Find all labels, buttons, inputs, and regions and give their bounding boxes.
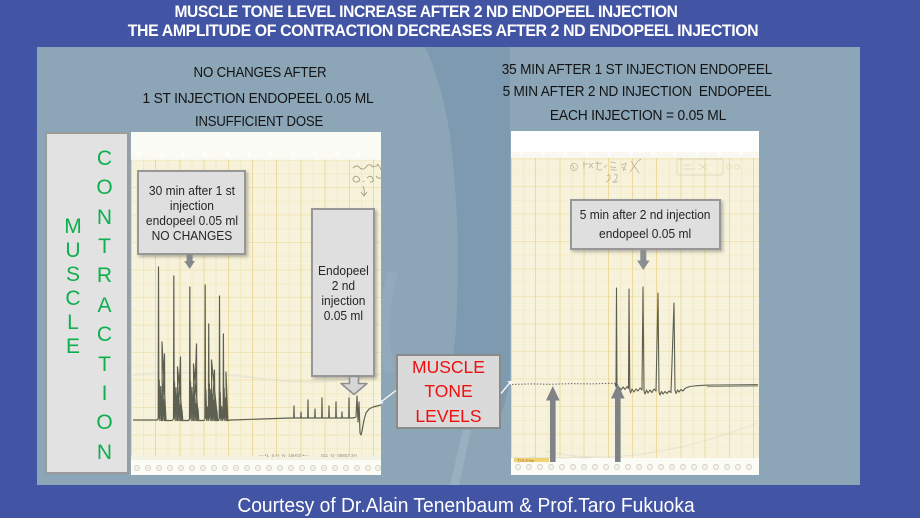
svg-text:— •1 ·S·H ·N· 16H03 •—: — •1 ·S·H ·N· 16H03 •— [259,453,309,458]
svg-text:011 ·O· 08803 3H: 011 ·O· 08803 3H [321,453,357,458]
svg-text:カルテNo: カルテNo [517,457,535,463]
